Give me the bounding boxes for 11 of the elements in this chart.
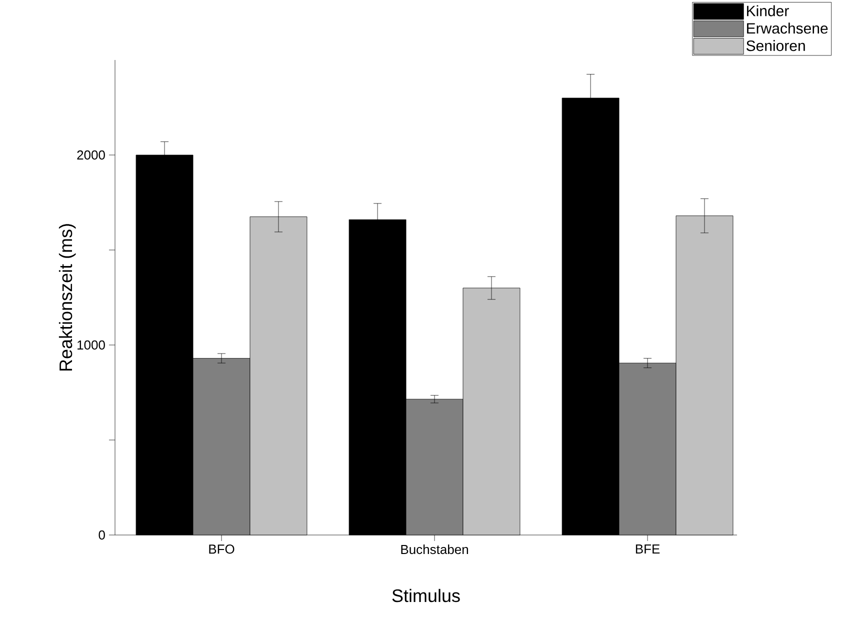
x-tick-label: BFO: [209, 544, 234, 554]
legend-label: Erwachsene: [747, 22, 828, 34]
legend-label: Kinder: [747, 5, 789, 16]
y-tick-label: 1000: [78, 340, 105, 350]
x-tick-label: Buchstaben: [401, 544, 468, 554]
x-axis-title: Stimulus: [392, 588, 460, 602]
y-axis-title: Reaktionszeit (ms): [58, 224, 76, 371]
y-tick-label: 2000: [77, 150, 105, 160]
x-tick-label: BFE: [636, 544, 660, 554]
y-tick-label: 0: [98, 530, 105, 540]
legend-label: Senioren: [746, 40, 805, 52]
